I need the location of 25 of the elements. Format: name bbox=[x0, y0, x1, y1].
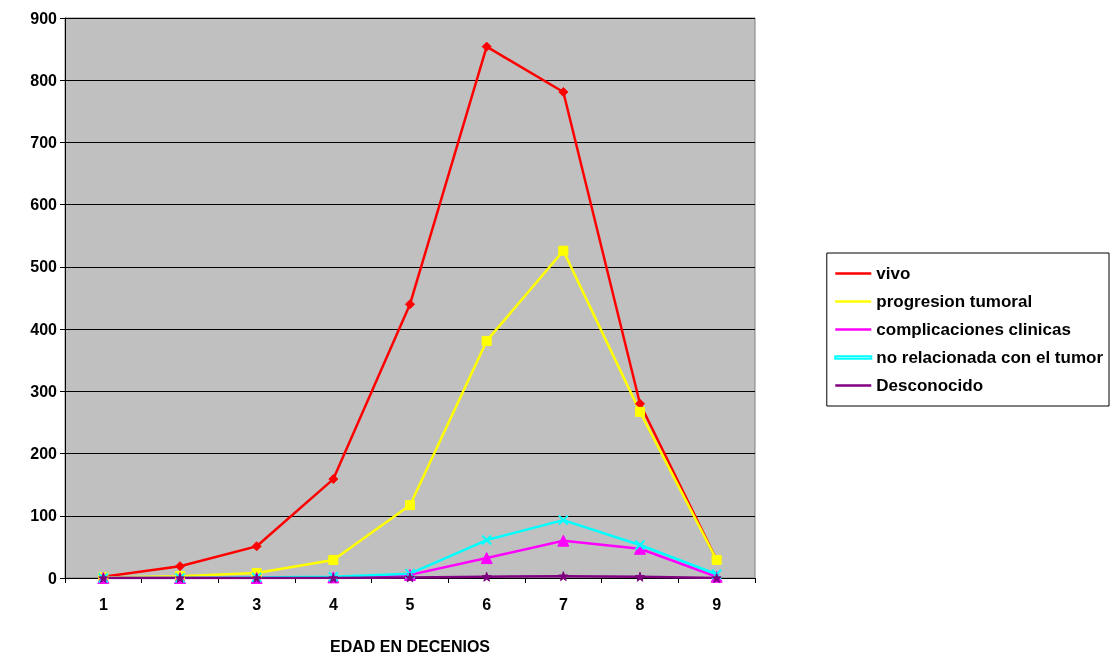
y-tick-label: 600 bbox=[30, 196, 58, 214]
legend-label: progresion tumoral bbox=[876, 292, 1033, 311]
x-tick-label: 1 bbox=[98, 595, 108, 613]
x-tick-label: 5 bbox=[405, 595, 415, 613]
y-tick-label: 200 bbox=[30, 445, 58, 463]
legend-label: no relacionada con el tumor bbox=[876, 348, 1104, 367]
legend-label: Desconocido bbox=[876, 376, 984, 395]
x-tick-label: 8 bbox=[635, 595, 645, 613]
x-tick-label: 3 bbox=[252, 595, 262, 613]
y-tick-label: 500 bbox=[30, 258, 58, 276]
x-tick-label: 4 bbox=[328, 595, 338, 613]
y-tick-label: 400 bbox=[30, 320, 58, 338]
x-axis-title: EDAD EN DECENIOS bbox=[329, 637, 491, 655]
x-tick-label: 9 bbox=[712, 595, 722, 613]
y-tick-label: 800 bbox=[30, 71, 58, 89]
y-tick-label: 900 bbox=[30, 9, 58, 27]
legend-label: complicaciones clinicas bbox=[876, 320, 1071, 339]
x-tick-label: 7 bbox=[558, 595, 568, 613]
x-tick-label: 6 bbox=[482, 595, 492, 613]
y-tick-label: 700 bbox=[30, 133, 58, 151]
y-tick-label: 0 bbox=[48, 569, 58, 587]
y-tick-label: 300 bbox=[30, 382, 58, 400]
x-tick-label: 2 bbox=[175, 595, 185, 613]
y-tick-label: 100 bbox=[30, 507, 58, 525]
legend-label: vivo bbox=[876, 264, 911, 283]
